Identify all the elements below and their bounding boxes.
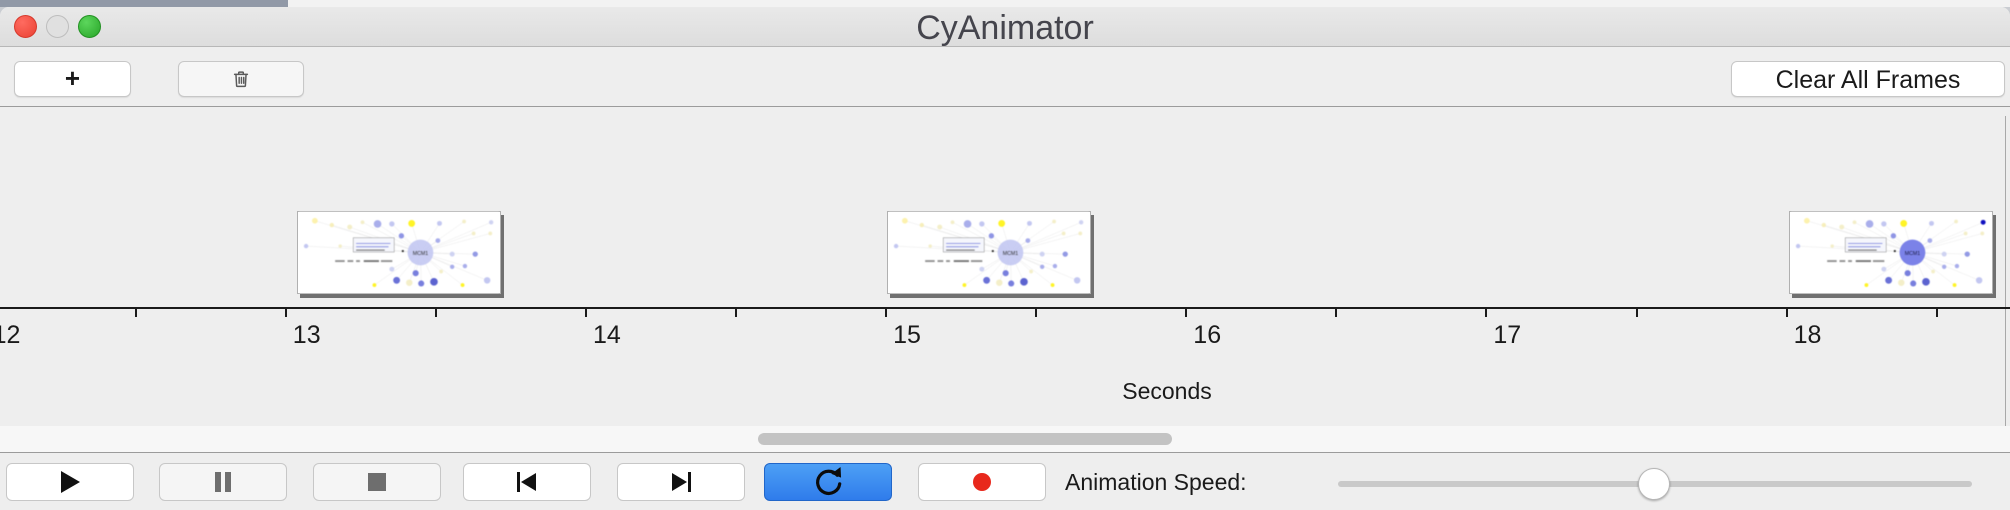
svg-text:MCM1: MCM1 — [1905, 251, 1921, 257]
